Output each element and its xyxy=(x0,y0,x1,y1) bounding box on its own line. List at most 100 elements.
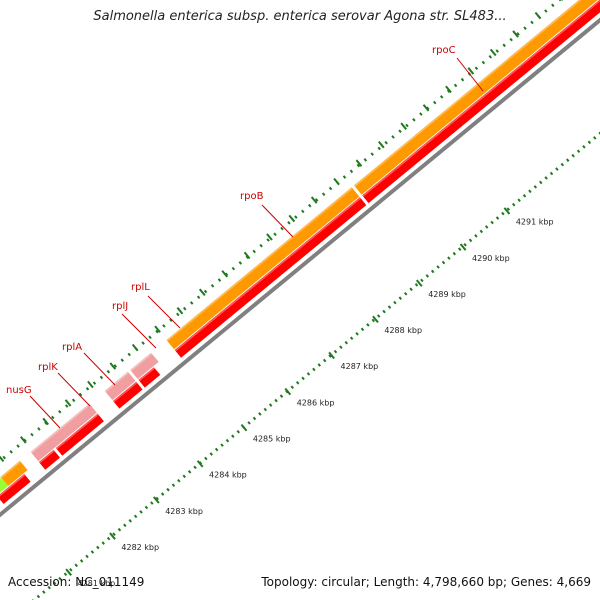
scale-dot xyxy=(101,541,105,545)
gene-label: rplJ xyxy=(112,301,128,312)
genome-summary-text: Topology: circular; Length: 4,798,660 bp… xyxy=(261,575,591,589)
scale-major-tick xyxy=(372,315,379,324)
major-tick xyxy=(19,436,27,444)
scale-dot xyxy=(441,260,446,265)
minor-tick xyxy=(363,158,368,162)
scale-dot xyxy=(371,318,376,323)
minor-tick xyxy=(106,369,111,374)
minor-tick xyxy=(113,364,118,368)
scale-major-tick xyxy=(240,423,248,432)
scale-dot xyxy=(106,536,111,541)
minor-tick xyxy=(217,278,222,282)
gene-label: rplL xyxy=(131,282,150,293)
scale-dot xyxy=(220,443,224,447)
minor-tick xyxy=(433,100,437,105)
major-tick xyxy=(176,306,184,315)
scale-major-tick xyxy=(328,351,335,360)
minor-tick xyxy=(391,135,395,139)
minor-tick xyxy=(412,117,416,122)
minor-tick xyxy=(176,312,180,317)
gene-leader-line xyxy=(456,57,484,92)
major-tick xyxy=(0,455,5,463)
minor-tick xyxy=(252,249,256,254)
minor-tick xyxy=(37,427,41,431)
minor-tick-dots xyxy=(0,0,564,463)
minor-tick xyxy=(273,232,277,237)
minor-tick xyxy=(377,146,381,151)
scale-dot xyxy=(582,145,586,149)
scale-dot xyxy=(182,474,186,479)
scale-dot xyxy=(387,305,392,309)
scale-dot xyxy=(571,153,575,158)
scale-dot xyxy=(382,309,386,314)
minor-tick xyxy=(405,123,409,128)
scale-dot xyxy=(539,180,543,185)
major-tick xyxy=(154,325,161,333)
major-tick xyxy=(87,380,94,389)
scale-dot xyxy=(69,568,73,572)
major-tick xyxy=(422,104,430,112)
scale-tick-label: 4285 kbp xyxy=(253,435,291,444)
scale-dot xyxy=(47,585,51,590)
scale-tick-label: 4281 kbp xyxy=(78,579,116,588)
gene-label: rpoC xyxy=(432,45,456,56)
feature-highlight xyxy=(138,367,156,382)
rplA-feature xyxy=(55,413,104,456)
minor-tick xyxy=(523,26,527,30)
minor-tick xyxy=(481,60,486,65)
scale-dot xyxy=(128,519,132,523)
scale-dot xyxy=(366,323,370,327)
scale-dot xyxy=(312,367,316,372)
minor-tick xyxy=(314,198,319,202)
minor-tick xyxy=(370,152,374,156)
scale-dot xyxy=(436,265,440,269)
scale-dot xyxy=(263,407,267,412)
scale-dot xyxy=(501,211,505,216)
scale-dot xyxy=(79,559,84,563)
scale-dot xyxy=(344,340,349,345)
minor-tick xyxy=(502,43,506,48)
major-tick xyxy=(467,67,475,75)
minor-tick xyxy=(259,243,263,248)
major-tick xyxy=(333,177,340,186)
minor-tick xyxy=(183,306,187,311)
scale-dot xyxy=(522,193,527,198)
major-tick xyxy=(288,214,296,223)
scale-dot xyxy=(328,354,332,358)
minor-tick xyxy=(30,432,34,437)
scale-dot xyxy=(490,220,494,225)
scale-tick-label: 4290 kbp xyxy=(472,254,510,263)
scale-dot xyxy=(322,358,327,363)
scale-tick-label: 4286 kbp xyxy=(297,398,335,407)
scale-major-tick xyxy=(109,532,116,540)
minor-tick xyxy=(2,455,6,460)
minor-tick xyxy=(58,409,62,414)
scale-dot xyxy=(247,421,251,425)
minor-tick xyxy=(99,375,104,380)
misc-feature xyxy=(0,476,9,493)
major-tick xyxy=(400,122,408,130)
scale-dot xyxy=(560,162,565,167)
minor-tick xyxy=(495,49,499,53)
scale-dot xyxy=(414,283,419,287)
rpoC-rna-feature xyxy=(354,0,598,195)
major-tick xyxy=(378,140,385,149)
scale-dot xyxy=(528,189,532,194)
scale-dot xyxy=(517,198,521,203)
rplK-feature xyxy=(30,403,97,462)
feature-highlight xyxy=(362,0,600,197)
scale-major-tick xyxy=(415,279,423,287)
genome-title: Salmonella enterica subsp. enterica sero… xyxy=(93,9,507,24)
gene-leader-line xyxy=(29,395,61,429)
minor-tick xyxy=(349,169,354,174)
feature-highlight xyxy=(113,381,138,403)
minor-tick xyxy=(516,32,520,36)
major-tick xyxy=(445,85,452,94)
scale-dot xyxy=(74,563,78,568)
scale-dot xyxy=(204,456,208,461)
minor-tick xyxy=(509,37,513,42)
scale-dot xyxy=(474,234,478,238)
major-tick xyxy=(310,196,318,204)
